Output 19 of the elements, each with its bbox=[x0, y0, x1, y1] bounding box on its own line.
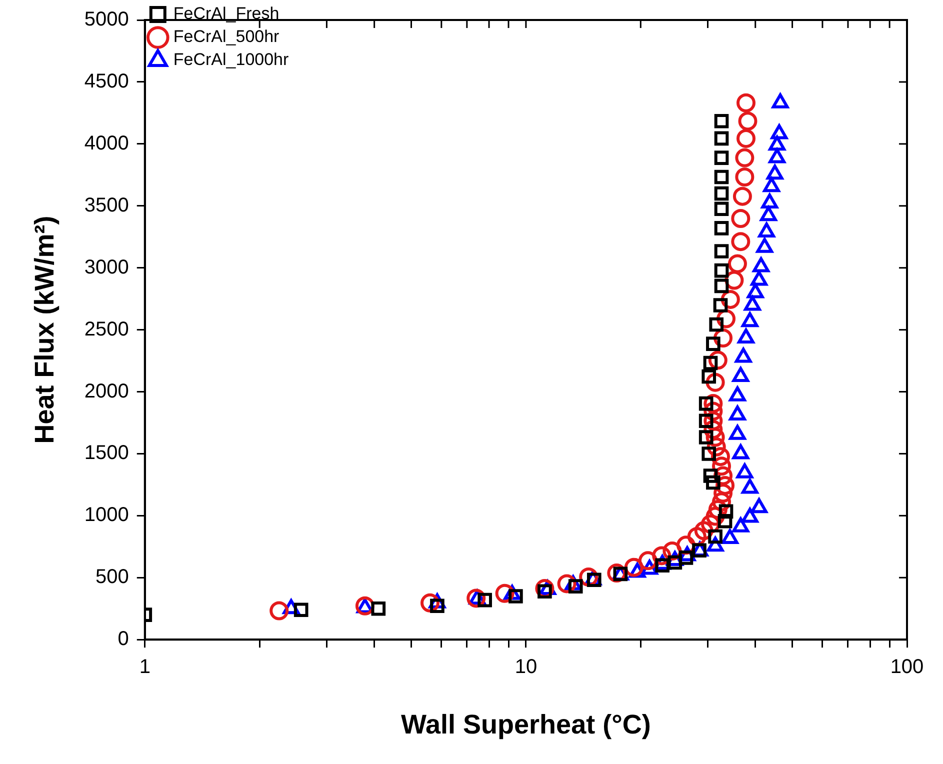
x-tick-label: 100 bbox=[890, 656, 924, 678]
y-tick-label: 0 bbox=[118, 628, 129, 650]
y-tick-label: 2000 bbox=[84, 380, 129, 402]
x-axis-title: Wall Superheat (°C) bbox=[401, 709, 651, 740]
y-tick-label: 4000 bbox=[84, 132, 129, 154]
y-tick-label: 1500 bbox=[84, 442, 129, 464]
y-tick-label: 500 bbox=[96, 566, 129, 588]
y-tick-label: 3000 bbox=[84, 256, 129, 278]
y-axis-title: Heat Flux (kW/m²) bbox=[30, 216, 60, 444]
y-tick-label: 3500 bbox=[84, 194, 129, 216]
y-tick-label: 1000 bbox=[84, 504, 129, 526]
y-tick-label: 4500 bbox=[84, 70, 129, 92]
legend-label: FeCrAl_Fresh bbox=[173, 4, 280, 24]
legend-label: FeCrAl_1000hr bbox=[173, 50, 290, 70]
legend-label: FeCrAl_500hr bbox=[173, 27, 280, 46]
x-tick-label: 1 bbox=[139, 656, 150, 678]
x-tick-label: 10 bbox=[514, 656, 538, 678]
y-tick-label: 5000 bbox=[84, 8, 129, 31]
y-tick-label: 2500 bbox=[84, 318, 129, 340]
